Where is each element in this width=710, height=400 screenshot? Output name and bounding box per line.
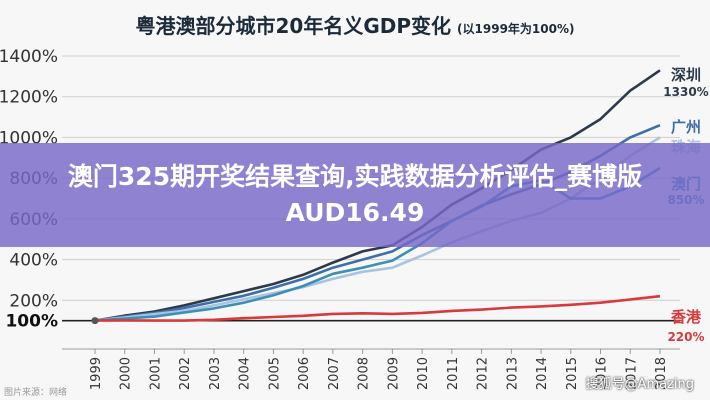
series-name-label: 深圳 — [671, 66, 701, 84]
chart-title-row: 粤港澳部分城市20年名义GDP变化 (以1999年为100%) — [0, 10, 710, 39]
x-tick-label: 2014 — [535, 357, 550, 390]
x-tick-label: 2001 — [148, 357, 163, 390]
x-tick-label: 2018 — [654, 357, 669, 390]
x-tick-label: 2012 — [476, 357, 491, 390]
x-tick-label: 2010 — [416, 357, 431, 390]
source-note: 图片来源：网络 — [4, 388, 68, 398]
x-tick-label: 2009 — [386, 357, 401, 390]
y-tick-label: 200% — [9, 291, 58, 311]
series-name-label: 广州 — [671, 118, 701, 136]
y-tick-label: 1400% — [0, 47, 58, 67]
x-tick-label: 2013 — [505, 357, 520, 390]
chart-subtitle: (以1999年为100%) — [457, 22, 575, 36]
x-tick-label: 2002 — [178, 357, 193, 390]
series-name-label: 香港 — [671, 308, 702, 326]
x-tick-label: 2000 — [119, 357, 134, 390]
y-tick-label: 100% — [5, 312, 58, 332]
series-end-value-label: 1330% — [663, 85, 708, 99]
x-tick-label: 2008 — [357, 357, 372, 390]
y-tick-label: 400% — [9, 251, 58, 271]
series-end-value-label: 220% — [667, 330, 704, 344]
x-tick-label: 2004 — [238, 357, 253, 390]
x-tick-label: 2015 — [565, 357, 580, 390]
series-line — [94, 294, 661, 322]
x-tick-label: 2007 — [327, 357, 342, 390]
x-tick-label: 2017 — [624, 357, 639, 390]
overlay-banner: 澳门325期开奖结果查询,实践数据分析评估_赛博版AUD16.49 — [0, 143, 710, 247]
y-tick-label: 1200% — [0, 88, 58, 108]
x-tick-label: 2005 — [267, 357, 282, 390]
x-tick-label: 1999 — [89, 357, 104, 390]
watermark: 搜狐号@Amazing — [585, 377, 694, 392]
x-tick-label: 2003 — [208, 357, 223, 390]
base-point-marker — [91, 317, 99, 325]
series-line — [94, 69, 661, 322]
x-tick-label: 2016 — [595, 357, 610, 390]
chart-title: 粤港澳部分城市20年名义GDP变化 — [135, 14, 452, 38]
overlay-headline: 澳门325期开奖结果查询,实践数据分析评估_赛博版AUD16.49 — [67, 162, 643, 227]
x-tick-label: 2011 — [446, 357, 461, 390]
x-tick-label: 2006 — [297, 357, 312, 390]
